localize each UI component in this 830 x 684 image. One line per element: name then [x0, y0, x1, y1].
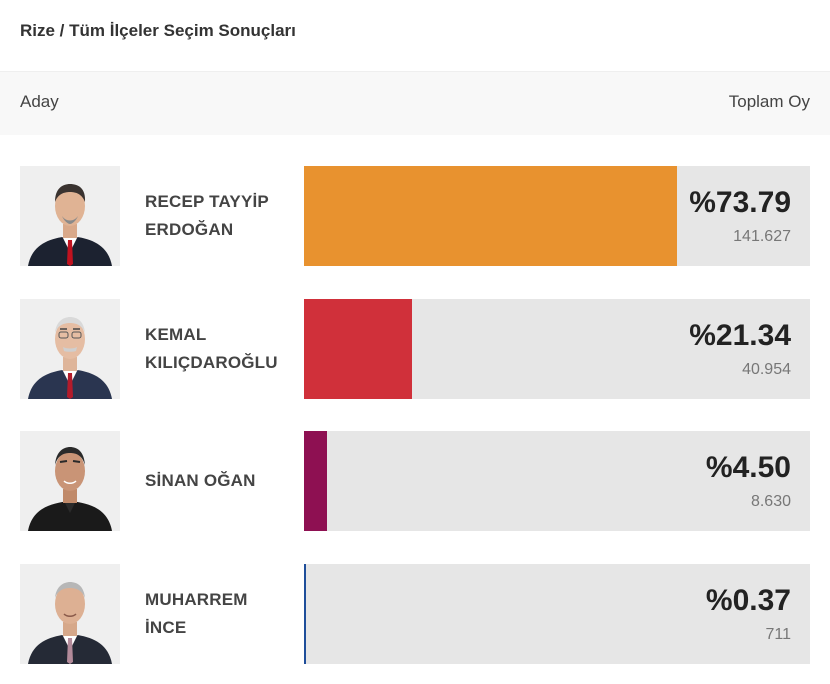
header-candidate: Aday — [20, 92, 59, 111]
vote-count: 40.954 — [742, 361, 791, 378]
page-title: Rize / Tüm İlçeler Seçim Sonuçları — [20, 21, 296, 40]
candidate-row[interactable]: SİNAN OĞAN %4.50 8.630 — [0, 431, 830, 531]
vote-percentage: %4.50 — [705, 451, 791, 484]
vote-percentage: %0.37 — [705, 584, 791, 617]
vote-count: 141.627 — [733, 228, 791, 245]
vote-share-fill — [304, 166, 677, 266]
vote-count: 711 — [765, 626, 791, 643]
candidate-photo — [20, 431, 120, 531]
candidate-name: MUHARREM İNCE — [145, 564, 295, 664]
vote-share-bar: %4.50 8.630 — [304, 431, 810, 531]
candidate-name: SİNAN OĞAN — [145, 431, 295, 531]
vote-share-bar: %21.34 40.954 — [304, 299, 810, 399]
candidate-name-line1: SİNAN OĞAN — [145, 471, 256, 490]
candidate-photo — [20, 166, 120, 266]
candidate-name-line2: İNCE — [145, 618, 187, 637]
candidate-name-line2: KILIÇDAROĞLU — [145, 353, 278, 372]
vote-share-bar: %73.79 141.627 — [304, 166, 810, 266]
candidate-name-line1: MUHARREM — [145, 590, 248, 609]
vote-share-fill — [304, 564, 306, 664]
candidate-name-line1: KEMAL — [145, 325, 207, 344]
candidate-name-line1: RECEP TAYYİP — [145, 192, 269, 211]
vote-count: 8.630 — [750, 493, 791, 510]
candidate-photo — [20, 299, 120, 399]
vote-percentage: %73.79 — [689, 186, 791, 219]
vote-share-bar: %0.37 711 — [304, 564, 810, 664]
candidate-name-line2: ERDOĞAN — [145, 220, 234, 239]
candidate-row[interactable]: KEMAL KILIÇDAROĞLU %21.34 40.954 — [0, 299, 830, 399]
vote-share-fill — [304, 299, 412, 399]
vote-percentage: %21.34 — [689, 319, 791, 352]
candidate-name: RECEP TAYYİP ERDOĞAN — [145, 166, 295, 266]
header-total-votes: Toplam Oy — [728, 92, 810, 111]
table-header: Aday Toplam Oy — [0, 71, 830, 135]
candidate-photo — [20, 564, 120, 664]
candidate-row[interactable]: MUHARREM İNCE %0.37 711 — [0, 564, 830, 664]
vote-share-fill — [304, 431, 327, 531]
candidate-name: KEMAL KILIÇDAROĞLU — [145, 299, 295, 399]
candidate-row[interactable]: RECEP TAYYİP ERDOĞAN %73.79 141.627 — [0, 166, 830, 266]
